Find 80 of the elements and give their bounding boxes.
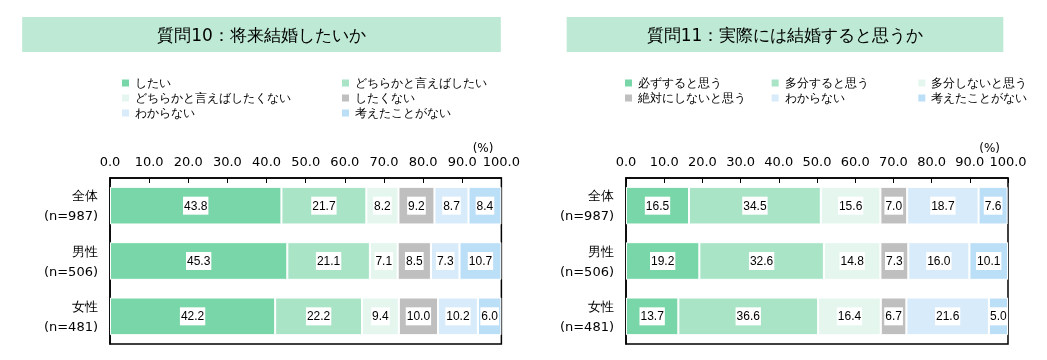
data-label: 8.2 [374, 198, 392, 213]
legend-label: わからない [784, 91, 845, 105]
data-label: 7.0 [885, 198, 903, 213]
legend-label: どちらかと言えばしたくない [135, 91, 291, 105]
data-label: 43.8 [184, 198, 208, 213]
legend-label: 絶対にしないと思う [637, 91, 746, 105]
data-label: 22.2 [306, 309, 331, 324]
y-tick-label: 女性 (n=481) [43, 298, 98, 334]
y-tick-label: 全体 (n=987) [559, 188, 614, 224]
x-tick-label: 80.0 [408, 154, 438, 169]
data-label: 8.7 [443, 198, 461, 213]
x-tick-label: 80.0 [917, 154, 947, 169]
data-label: 21.1 [316, 254, 341, 268]
data-label: 7.3 [436, 254, 454, 268]
data-label: 7.1 [375, 254, 393, 268]
y-tick-label: 全体 (n=987) [43, 188, 98, 224]
legend-label: 多分しないと思う [931, 76, 1028, 90]
data-label: 16.5 [645, 198, 670, 213]
x-tick-label: 30.0 [212, 154, 242, 169]
x-tick-label: 70.0 [369, 154, 399, 169]
legend-label: したくない [355, 91, 415, 105]
x-tick-label: 60.0 [840, 154, 870, 169]
data-label: 10.7 [468, 254, 493, 268]
data-label: 13.7 [640, 309, 665, 324]
legend-label: 多分すると思う [784, 76, 869, 90]
data-label: 21.6 [935, 309, 960, 324]
data-label: 36.6 [736, 309, 761, 324]
data-label: 10.0 [406, 309, 431, 324]
data-label: 42.2 [180, 309, 205, 324]
chart-title: 質問11：実際には結婚すると思うか [646, 24, 924, 45]
data-label: 10.1 [977, 254, 1001, 268]
x-tick-label: 10.0 [649, 154, 679, 169]
x-tick-label: 0.0 [99, 154, 121, 169]
chart-title: 質問10：将来結婚したいか [157, 24, 366, 45]
legend-label: どちらかと言えばしたい [355, 76, 487, 90]
data-label: 16.0 [927, 254, 951, 268]
x-tick-label: 20.0 [173, 154, 203, 169]
data-label: 5.0 [990, 309, 1008, 324]
x-tick-label: 40.0 [764, 154, 794, 169]
data-label: 6.0 [481, 309, 499, 324]
data-label: 34.5 [743, 198, 767, 213]
x-tick-label: 50.0 [802, 154, 832, 169]
x-tick-label: 100.0 [989, 154, 1027, 169]
x-axis-title: (%) [979, 141, 1000, 155]
data-label: 19.2 [650, 254, 675, 268]
x-tick-label: 90.0 [955, 154, 985, 169]
data-label: 9.4 [372, 309, 390, 324]
x-tick-label: 60.0 [330, 154, 360, 169]
data-label: 9.2 [408, 198, 426, 213]
legend-label: 考えたことがない [931, 91, 1028, 105]
data-label: 32.6 [749, 254, 774, 268]
y-tick-label: 男性 (n=506) [43, 243, 98, 279]
data-label: 45.3 [186, 254, 211, 268]
x-tick-label: 30.0 [726, 154, 756, 169]
data-label: 8.5 [405, 254, 423, 268]
x-tick-label: 70.0 [878, 154, 908, 169]
data-label: 7.6 [984, 198, 1002, 213]
legend-label: したい [135, 76, 171, 90]
data-label: 7.3 [886, 254, 904, 268]
x-tick-label: 100.0 [482, 154, 520, 169]
data-label: 8.4 [476, 198, 494, 213]
data-label: 16.4 [837, 309, 862, 324]
y-tick-label: 女性 (n=481) [559, 298, 614, 334]
x-tick-label: 0.0 [615, 154, 637, 169]
legend-label: わからない [135, 106, 195, 120]
x-axis-title: (%) [472, 141, 494, 155]
data-label: 6.7 [885, 309, 903, 324]
x-tick-label: 10.0 [134, 154, 164, 169]
x-tick-label: 20.0 [687, 154, 717, 169]
data-label: 18.7 [931, 198, 955, 213]
data-label: 15.6 [838, 198, 863, 213]
data-label: 21.7 [312, 198, 336, 213]
data-label: 14.8 [840, 254, 865, 268]
x-tick-label: 50.0 [291, 154, 321, 169]
x-tick-label: 90.0 [447, 154, 477, 169]
data-label: 10.2 [446, 309, 470, 324]
y-tick-label: 男性 (n=506) [559, 243, 614, 279]
legend-label: 必ずすると思う [638, 76, 722, 90]
legend-label: 考えたことがない [355, 106, 451, 120]
x-tick-label: 40.0 [252, 154, 282, 169]
